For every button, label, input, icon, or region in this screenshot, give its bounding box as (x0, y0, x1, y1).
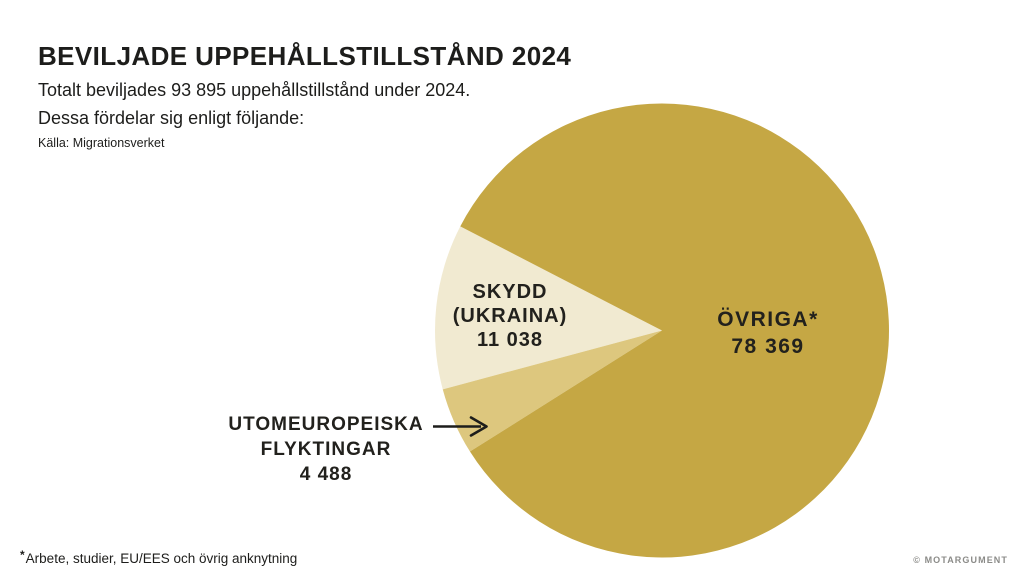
slice-label-line: SKYDD (472, 281, 548, 303)
subtitle-line-2: Dessa fördelar sig enligt följande: (38, 108, 305, 128)
slice-label-utomeuropeiska-flyktingar: UTOMEUROPEISKA FLYKTINGAR 4 488 (228, 412, 423, 487)
slice-value: 78 369 (731, 335, 805, 358)
footnote-asterisk: * (20, 548, 25, 562)
slice-label-line: (UKRAINA) (452, 305, 568, 327)
slice-label-line: FLYKTINGAR (260, 439, 392, 460)
slice-value: 4 488 (299, 464, 353, 485)
slice-label-line: UTOMEUROPEISKA (228, 414, 424, 435)
callout-arrow (433, 416, 488, 437)
slice-label-skydd-ukraina: SKYDD (UKRAINA) 11 038 (453, 280, 568, 352)
pie-slice-övriga (460, 103, 889, 558)
credit: © MOTARGUMENT (913, 555, 1008, 565)
pie-wedges (435, 103, 889, 558)
slice-value: 11 038 (476, 329, 544, 351)
source-note: Källa: Migrationsverket (38, 136, 165, 150)
page-title: BEVILJADE UPPEHÅLLSTILLSTÅND 2024 (38, 41, 572, 71)
callout-arrowhead-icon (469, 416, 488, 437)
footnote-text: Arbete, studier, EU/EES och övrig anknyt… (25, 551, 298, 566)
subtitle-line-1: Totalt beviljades 93 895 uppehållstillst… (38, 80, 471, 100)
slice-label-ovriga: ÖVRIGA* 78 369 (717, 306, 819, 360)
pie-slice-utomeuropeiska-flyktingar (442, 330, 662, 452)
footnote: *Arbete, studier, EU/EES och övrig ankny… (20, 548, 297, 566)
pie-slice-skydd-ukraina (435, 226, 662, 390)
slice-label-line: ÖVRIGA* (717, 308, 819, 331)
